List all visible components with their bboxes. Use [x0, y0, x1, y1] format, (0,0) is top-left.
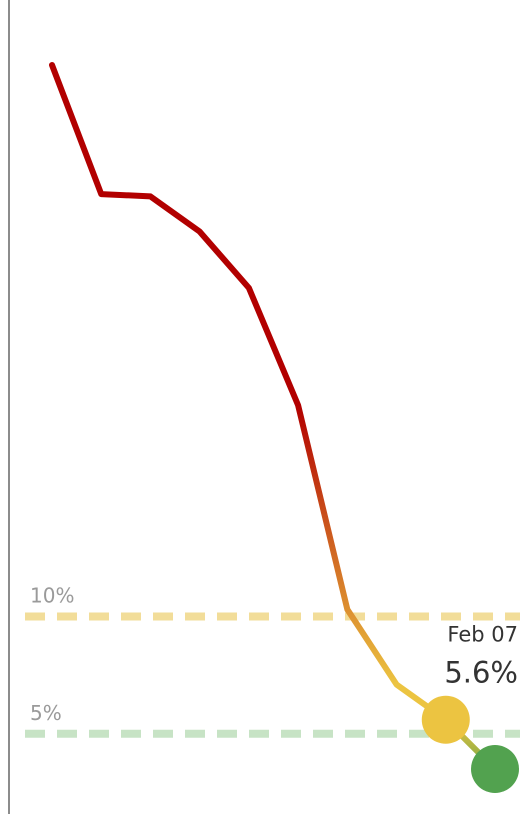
reference-lines: 10% 5% [25, 583, 520, 738]
reference-line-label-0: 10% [30, 583, 74, 607]
tooltip-value-label: 5.6% [444, 656, 518, 690]
reference-line-label-1: 5% [30, 701, 62, 725]
highlight-point-marker[interactable] [421, 695, 470, 744]
tooltip-date-label: Feb 07 [447, 623, 518, 647]
series-line-group [49, 62, 498, 772]
last-point-marker[interactable] [471, 745, 519, 793]
markers-group [421, 695, 519, 793]
series-line [49, 62, 498, 772]
tooltip: Feb 07 5.6% [444, 623, 518, 690]
